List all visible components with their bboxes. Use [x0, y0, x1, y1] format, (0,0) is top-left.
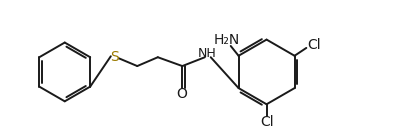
- Text: Cl: Cl: [307, 38, 321, 52]
- Text: NH: NH: [198, 47, 216, 60]
- Text: S: S: [110, 50, 119, 64]
- Text: O: O: [176, 87, 187, 102]
- Text: H₂N: H₂N: [214, 33, 240, 47]
- Text: Cl: Cl: [260, 115, 273, 129]
